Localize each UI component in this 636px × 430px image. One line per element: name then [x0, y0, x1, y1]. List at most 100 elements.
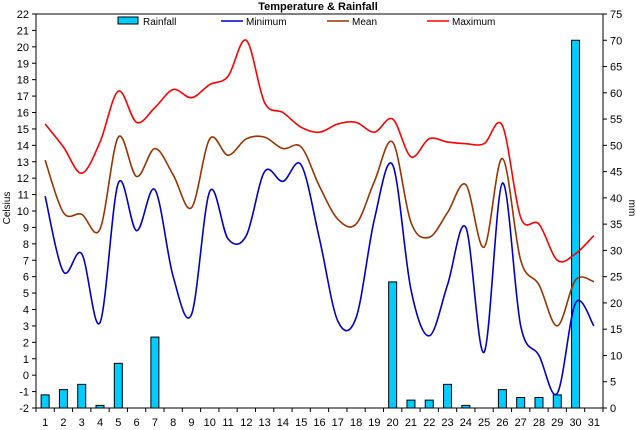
- y-left-tick-label: 9: [23, 222, 29, 234]
- rainfall-bar: [552, 394, 562, 409]
- x-tick-label: 19: [368, 417, 380, 429]
- y-left-tick-label: 13: [17, 157, 29, 169]
- rainfall-bar: [388, 281, 398, 409]
- rainfall-bar: [443, 383, 453, 409]
- y-left-tick-label: 7: [23, 255, 29, 267]
- rainfall-bar: [113, 362, 123, 409]
- x-tick-label: 23: [441, 417, 453, 429]
- y-right-tick-label: 55: [610, 114, 622, 126]
- x-tick-label: 1: [42, 417, 48, 429]
- y-left-tick-label: 22: [17, 9, 29, 21]
- y-right-tick-label: 40: [610, 193, 622, 205]
- minimum-line: [44, 162, 595, 396]
- x-tick-label: 20: [387, 417, 399, 429]
- y-left-tick-label: 4: [23, 305, 29, 317]
- y-axis-label-left: Celsius: [2, 192, 13, 225]
- legend-rainfall-label: Rainfall: [143, 17, 176, 28]
- x-tick-label: 6: [134, 417, 140, 429]
- y-right-tick-label: 20: [610, 298, 622, 310]
- y-right-tick-label: 65: [610, 62, 622, 74]
- maximum-line: [44, 39, 595, 263]
- x-tick-label: 7: [152, 417, 158, 429]
- axes: -2-1012345678910111213141516171819202122…: [17, 9, 623, 429]
- y-right-tick-label: 35: [610, 219, 622, 231]
- y-left-tick-label: 18: [17, 75, 29, 87]
- y-right-tick-label: 15: [610, 324, 622, 336]
- y-right-tick-label: 25: [610, 272, 622, 284]
- rainfall-bars: [40, 39, 581, 409]
- y-right-tick-label: 0: [610, 403, 616, 415]
- x-tick-label: 9: [188, 417, 194, 429]
- legend-minimum-label: Minimum: [246, 17, 287, 28]
- x-tick-label: 2: [60, 417, 66, 429]
- rainfall-bar: [424, 399, 434, 409]
- temperature-lines: [44, 39, 595, 396]
- x-tick-label: 18: [350, 417, 362, 429]
- y-left-tick-label: 2: [23, 337, 29, 349]
- rainfall-bar: [461, 404, 471, 409]
- y-left-tick-label: 5: [23, 288, 29, 300]
- y-left-tick-label: 17: [17, 91, 29, 103]
- y-left-tick-label: 3: [23, 321, 29, 333]
- y-left-tick-label: 15: [17, 124, 29, 136]
- rainfall-bar: [77, 383, 87, 409]
- y-left-tick-label: 0: [23, 370, 29, 382]
- x-tick-label: 25: [478, 417, 490, 429]
- x-tick-label: 5: [115, 417, 121, 429]
- x-tick-label: 28: [533, 417, 545, 429]
- y-left-tick-label: -1: [19, 387, 29, 399]
- y-left-tick-label: 8: [23, 239, 29, 251]
- y-left-tick-label: 6: [23, 272, 29, 284]
- rainfall-bar: [58, 389, 68, 409]
- legend-maximum-label: Maximum: [452, 17, 495, 28]
- y-left-tick-label: 14: [17, 140, 29, 152]
- x-tick-label: 10: [204, 417, 216, 429]
- rainfall-bar: [406, 399, 416, 409]
- legend-rainfall-swatch: [117, 16, 139, 25]
- y-left-tick-label: 20: [17, 42, 29, 54]
- x-tick-label: 4: [97, 417, 103, 429]
- x-tick-label: 30: [569, 417, 581, 429]
- x-tick-label: 16: [313, 417, 325, 429]
- x-tick-label: 17: [332, 417, 344, 429]
- x-tick-label: 15: [295, 417, 307, 429]
- rainfall-bar: [571, 39, 581, 409]
- y-right-tick-label: 75: [610, 9, 622, 21]
- y-right-tick-label: 30: [610, 245, 622, 257]
- rainfall-bar: [150, 336, 160, 409]
- x-tick-label: 14: [277, 417, 289, 429]
- rainfall-bar: [534, 396, 544, 409]
- y-right-tick-label: 50: [610, 140, 622, 152]
- y-left-tick-label: 21: [17, 25, 29, 37]
- rainfall-bar: [497, 389, 507, 409]
- x-tick-label: 29: [551, 417, 563, 429]
- y-left-tick-label: -2: [19, 403, 29, 415]
- y-left-tick-label: 12: [17, 173, 29, 185]
- rainfall-bar: [516, 396, 526, 409]
- x-tick-label: 3: [79, 417, 85, 429]
- x-tick-label: 8: [170, 417, 176, 429]
- y-right-tick-label: 45: [610, 167, 622, 179]
- y-axis-label-right: mm: [626, 200, 636, 217]
- x-tick-label: 24: [460, 417, 472, 429]
- x-tick-label: 21: [405, 417, 417, 429]
- y-left-tick-label: 1: [23, 354, 29, 366]
- x-tick-label: 12: [240, 417, 252, 429]
- rainfall-bar: [95, 404, 105, 409]
- x-tick-label: 13: [259, 417, 271, 429]
- rainfall-bar: [40, 394, 50, 409]
- legend: Rainfall Minimum Mean Maximum: [117, 16, 495, 28]
- x-tick-label: 31: [588, 417, 600, 429]
- y-left-tick-label: 10: [17, 206, 29, 218]
- y-right-tick-label: 5: [610, 377, 616, 389]
- x-tick-label: 11: [222, 417, 233, 429]
- y-left-tick-label: 11: [18, 190, 29, 202]
- y-right-tick-label: 70: [610, 35, 622, 47]
- y-right-tick-label: 60: [610, 88, 622, 100]
- x-tick-label: 22: [423, 417, 435, 429]
- chart-title: Temperature & Rainfall: [258, 1, 378, 13]
- x-tick-label: 27: [515, 417, 527, 429]
- legend-mean-label: Mean: [352, 17, 377, 28]
